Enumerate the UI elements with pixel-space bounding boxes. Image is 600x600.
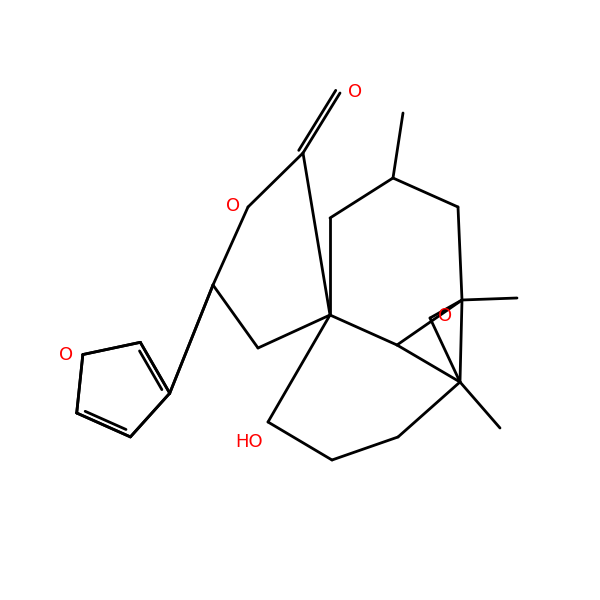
Text: O: O [438,307,452,325]
Text: O: O [348,83,362,101]
Text: O: O [226,197,240,215]
Text: HO: HO [235,433,263,451]
Text: O: O [59,346,73,364]
